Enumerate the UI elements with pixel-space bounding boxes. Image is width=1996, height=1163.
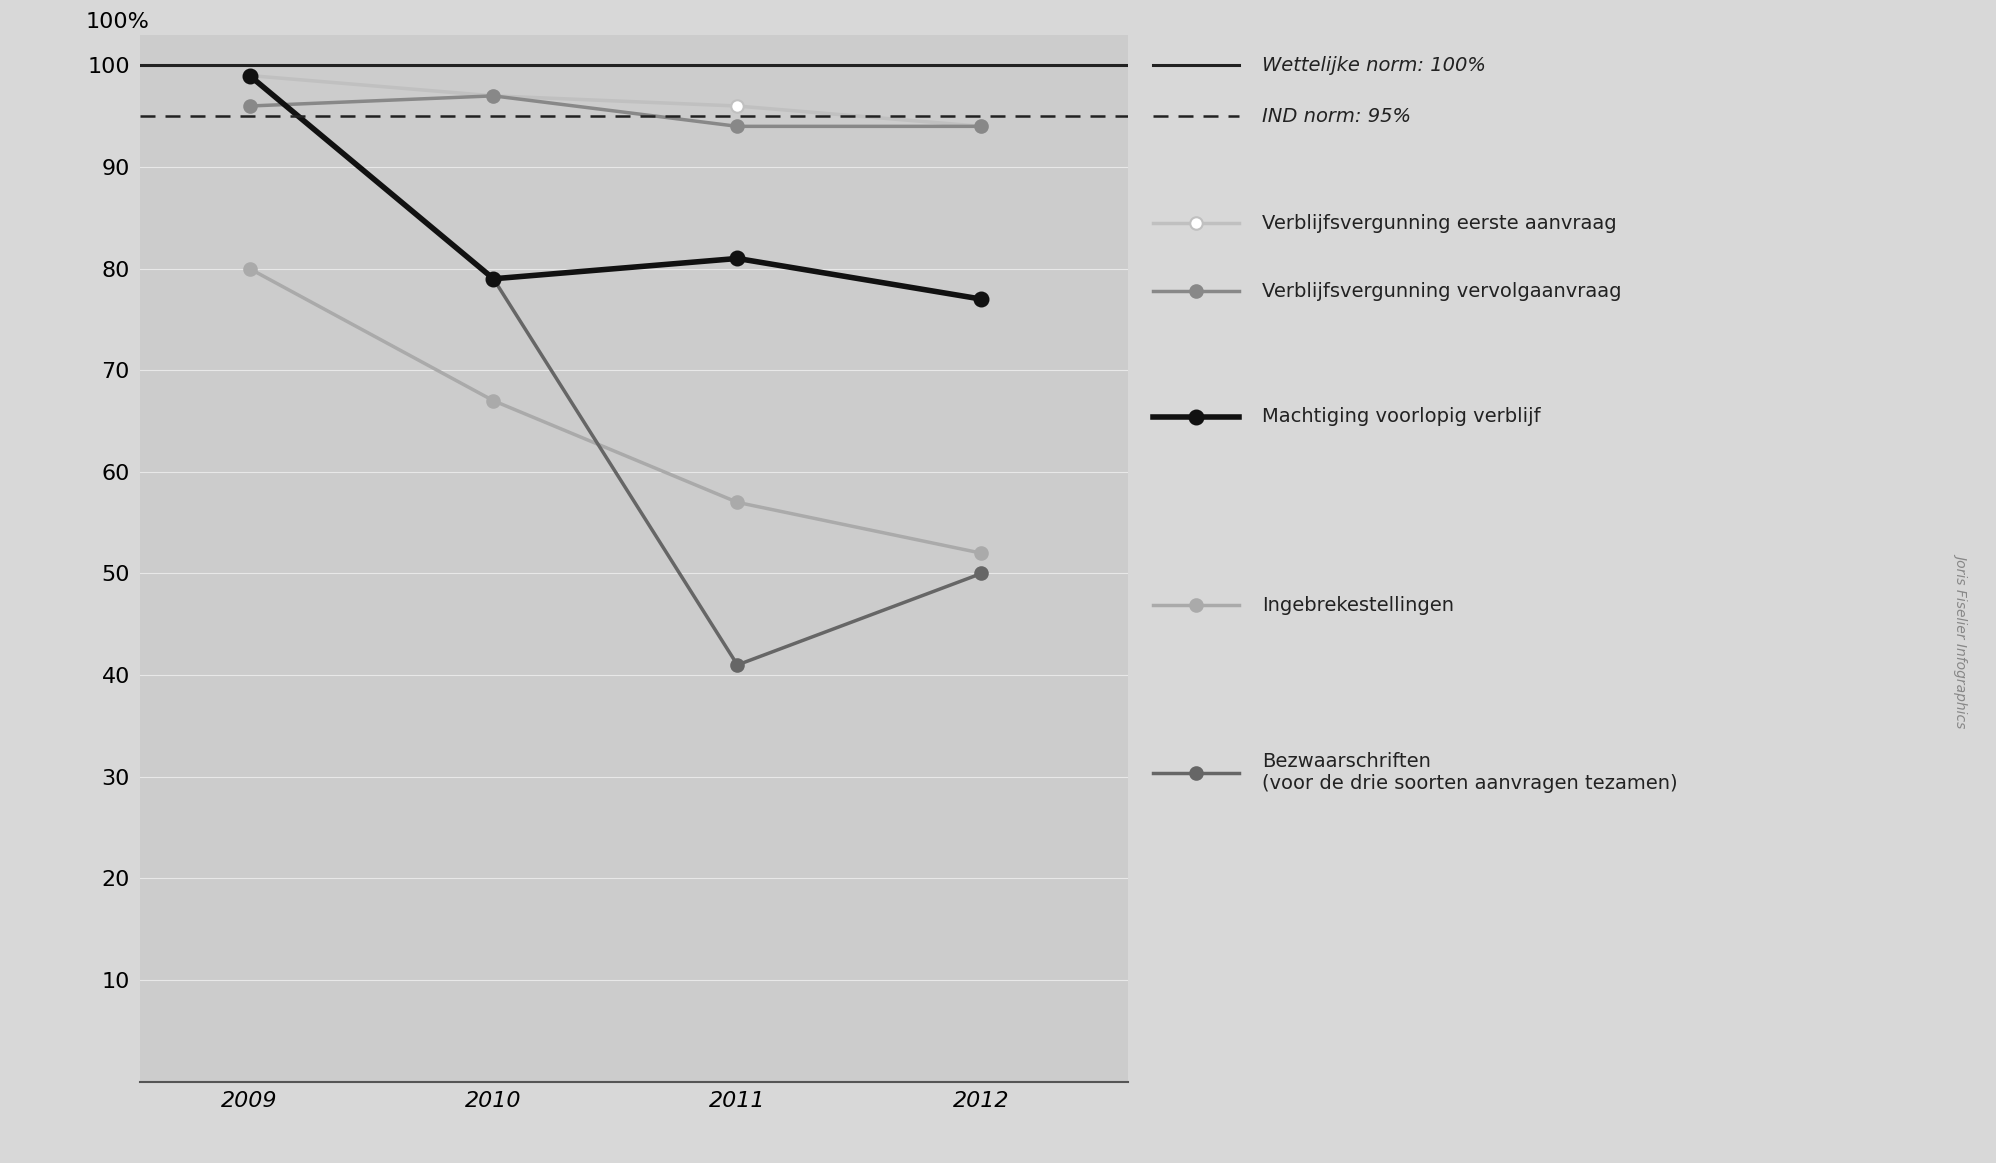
Text: Verblijfsvergunning vervolgaanvraag: Verblijfsvergunning vervolgaanvraag [1261, 281, 1623, 301]
Text: Joris Fiselier Infographics: Joris Fiselier Infographics [1954, 552, 1970, 727]
Text: Machtiging voorlopig verblijf: Machtiging voorlopig verblijf [1261, 407, 1541, 427]
Text: IND norm: 95%: IND norm: 95% [1261, 107, 1411, 126]
Text: 100%: 100% [86, 13, 150, 33]
Text: Wettelijke norm: 100%: Wettelijke norm: 100% [1261, 56, 1487, 74]
Text: Bezwaarschriften
(voor de drie soorten aanvragen tezamen): Bezwaarschriften (voor de drie soorten a… [1261, 752, 1679, 793]
Text: Verblijfsvergunning eerste aanvraag: Verblijfsvergunning eerste aanvraag [1261, 214, 1617, 233]
Text: Ingebrekestellingen: Ingebrekestellingen [1261, 595, 1455, 615]
